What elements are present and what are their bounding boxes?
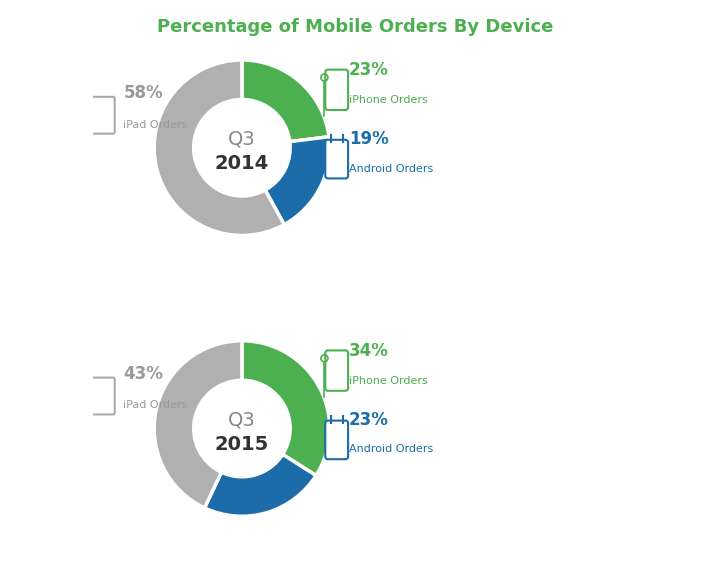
- Text: Q3: Q3: [228, 410, 256, 429]
- Text: 2014: 2014: [215, 154, 269, 173]
- Wedge shape: [154, 60, 284, 235]
- Wedge shape: [242, 60, 329, 142]
- FancyBboxPatch shape: [88, 97, 115, 133]
- Text: iPhone Orders: iPhone Orders: [349, 376, 427, 386]
- Text: Android Orders: Android Orders: [349, 163, 433, 174]
- FancyBboxPatch shape: [325, 140, 348, 178]
- Text: Android Orders: Android Orders: [349, 445, 433, 455]
- Text: iPad Orders: iPad Orders: [124, 400, 188, 411]
- Text: 19%: 19%: [349, 130, 388, 147]
- Wedge shape: [265, 137, 329, 225]
- Wedge shape: [242, 340, 329, 476]
- Text: 43%: 43%: [124, 365, 163, 383]
- Text: 23%: 23%: [349, 61, 389, 79]
- Text: Percentage of Mobile Orders By Device: Percentage of Mobile Orders By Device: [157, 18, 553, 36]
- Text: iPad Orders: iPad Orders: [124, 120, 188, 130]
- Text: iPhone Orders: iPhone Orders: [349, 95, 427, 105]
- Text: 58%: 58%: [124, 84, 163, 102]
- FancyBboxPatch shape: [325, 70, 348, 110]
- Wedge shape: [154, 340, 242, 508]
- Wedge shape: [204, 455, 316, 516]
- FancyBboxPatch shape: [325, 350, 348, 391]
- FancyBboxPatch shape: [88, 378, 115, 414]
- Text: 23%: 23%: [349, 411, 389, 428]
- Text: 34%: 34%: [349, 342, 389, 360]
- Text: 2015: 2015: [215, 435, 269, 454]
- Text: Q3: Q3: [228, 129, 256, 149]
- FancyBboxPatch shape: [325, 421, 348, 459]
